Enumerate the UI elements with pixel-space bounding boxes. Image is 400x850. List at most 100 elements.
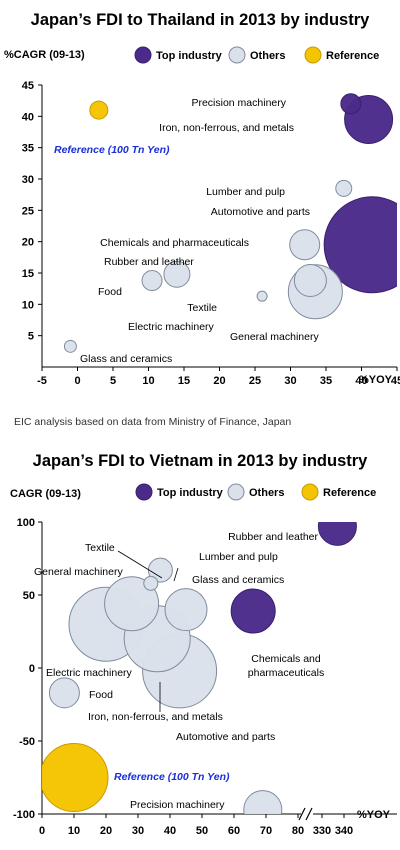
chart1-legend-label-others: Others [250, 50, 285, 62]
chart2-label-reference-100-tn-yen: Reference (100 Tn Yen) [114, 771, 230, 783]
chart1-label-textile: Textile [187, 302, 217, 314]
chart1-x-tick-label: 25 [249, 375, 261, 387]
chart1-source-note: EIC analysis based on data from Ministry… [14, 416, 291, 428]
chart1-plot: Top industry Others Reference 5 10 15 20 25 30 35… [22, 46, 400, 387]
chart2-label-automotive-and-parts: Automotive and parts [176, 731, 275, 743]
chart1-ylabel: %CAGR (09-13) [4, 49, 85, 61]
chart2-y-tick-label: 0 [29, 663, 35, 675]
chart1-bubble-automotive-and-parts [323, 196, 397, 294]
chart2-bubble-glass-and-ceramics [164, 588, 208, 632]
chart1-x-tick-label: 5 [110, 375, 116, 387]
chart1-x-tick-label: 20 [213, 375, 225, 387]
chart1-label-rubber-and-leather: Rubber and leather [104, 256, 194, 268]
chart1-bubble-precision-machinery [340, 93, 362, 115]
chart2-label-lumber-and-pulp: Lumber and pulp [199, 551, 278, 563]
chart2-y-tick-label: 50 [23, 590, 35, 602]
chart1-xlabel: %YOY [359, 374, 393, 386]
chart2-bubbles [42, 522, 357, 814]
chart1-bubble-chemicals-and-pharmaceuticals [289, 229, 321, 261]
chart1-y-tick-label: 5 [28, 331, 34, 343]
chart2-bubble-lumber-and-pulp [147, 557, 173, 583]
chart2-x-tick-label: 40 [164, 825, 176, 837]
chart2-label-electric-machinery: Electric machinery [46, 667, 133, 679]
chart1-y-tick-label: 10 [22, 299, 34, 311]
chart2-label-rubber-and-leather: Rubber and leather [228, 531, 318, 543]
chart1-legend-swatch-top-industry [134, 46, 152, 64]
chart2-x-tick-label: 10 [68, 825, 80, 837]
chart1-y-tick-label: 35 [22, 143, 34, 155]
chart2-label-iron-non-ferrous-and-metals: Iron, non-ferrous, and metals [88, 711, 223, 723]
chart2-leader-line [173, 567, 179, 582]
chart2-bubble-chemicals-and-pharmaceuticals [230, 588, 276, 634]
chart1-label-food: Food [98, 286, 122, 298]
chart2-bubble-precision-machinery [243, 790, 283, 814]
chart1-label-electric-machinery: Electric machinery [128, 321, 215, 333]
chart2-legend-label-others: Others [249, 487, 284, 499]
chart2-axis-break-mark [298, 807, 306, 821]
chart1-label-glass-and-ceramics: Glass and ceramics [80, 353, 172, 365]
chart2-legend-swatch-top-industry [135, 483, 153, 501]
chart2-x-tick-label: 20 [100, 825, 112, 837]
chart1-bubble-electric-machinery [293, 264, 327, 298]
chart1-legend-swatch-reference [304, 46, 322, 64]
chart2-plot: Top industry Others Reference-100-50050100… [13, 483, 397, 837]
chart2-label-line: Chemicals and [251, 653, 321, 665]
chart2-label-precision-machinery: Precision machinery [130, 799, 225, 811]
chart2-title: Japan’s FDI to Vietnam in 2013 by indust… [33, 452, 369, 470]
chart1-y-tick-label: 15 [22, 268, 34, 280]
chart2-axis-break-mark [305, 807, 313, 821]
chart2-bubble-food [48, 677, 80, 709]
chart2-xlabel: %YOY [357, 809, 391, 821]
chart1-legend-label-top-industry: Top industry [156, 50, 223, 62]
chart2-bubble-general-machinery [104, 576, 160, 632]
chart2-y-tick-label: 100 [17, 517, 35, 529]
chart2-x-tick-label: 30 [132, 825, 144, 837]
chart1-legend-swatch-others [228, 46, 246, 64]
chart2-bubble-rubber-and-leather [317, 522, 357, 546]
chart2-label-glass-and-ceramics: Glass and ceramics [192, 574, 284, 586]
chart2-y-tick-label: -100 [13, 809, 35, 821]
chart1-x-tick-label: 35 [320, 375, 332, 387]
chart2-legend-label-reference: Reference [323, 487, 376, 499]
chart2-x-tick-label: 60 [228, 825, 240, 837]
chart2-ylabel: CAGR (09-13) [10, 488, 81, 500]
chart1-label-reference-100-tn-yen: Reference (100 Tn Yen) [54, 144, 170, 156]
chart2-leader-line [117, 550, 163, 579]
chart1-bubble-glass-and-ceramics [63, 339, 77, 353]
chart2-x-tick-label: 70 [260, 825, 272, 837]
chart2-legend-swatch-others [227, 483, 245, 501]
chart1-x-tick-label: 10 [142, 375, 154, 387]
chart1-label-chemicals-and-pharmaceuticals: Chemicals and pharmaceuticals [100, 237, 249, 249]
chart1-label-automotive-and-parts: Automotive and parts [211, 206, 310, 218]
chart1-bubble-reference-100-tn-yen [89, 100, 109, 120]
chart1-x-tick-label: 15 [178, 375, 190, 387]
chart2-y-tick-label: -50 [19, 736, 35, 748]
chart1-x-tick-label: 40 [355, 375, 367, 387]
chart1-y-tick-label: 45 [22, 80, 34, 92]
chart1-y-tick-label: 40 [22, 111, 34, 123]
chart2-label-textile: Textile [85, 542, 115, 554]
chart2-x-tick-label: 330 [313, 825, 331, 837]
chart2-label-line: pharmaceuticals [248, 667, 324, 679]
chart2-x-tick-label: 80 [292, 825, 304, 837]
chart2-x-tick-label: 340 [335, 825, 353, 837]
chart1-bubble-lumber-and-pulp [335, 179, 353, 197]
chart1-y-tick-label: 20 [22, 237, 34, 249]
chart1-y-tick-label: 25 [22, 205, 34, 217]
chart2-legend-label-top-industry: Top industry [157, 487, 224, 499]
chart2-label-chemicals-and-pharmaceuticals: Chemicals and pharmaceuticals [248, 653, 324, 679]
chart1-label-lumber-and-pulp: Lumber and pulp [206, 186, 285, 198]
chart1-y-tick-label: 30 [22, 174, 34, 186]
chart2-label-general-machinery: General machinery [34, 566, 123, 578]
chart2-x-tick-label: 0 [39, 825, 45, 837]
chart2-x-tick-label: 50 [196, 825, 208, 837]
chart1-title: Japan’s FDI to Thailand in 2013 by indus… [31, 11, 370, 29]
chart1-bubble-food [141, 270, 163, 292]
chart1-x-tick-label: 45 [391, 375, 400, 387]
chart1-legend-label-reference: Reference [326, 50, 379, 62]
chart1-x-tick-label: 0 [74, 375, 80, 387]
chart1-bubble-textile [256, 290, 268, 302]
chart1-bubbles [63, 93, 397, 353]
chart1-x-tick-label: 30 [284, 375, 296, 387]
